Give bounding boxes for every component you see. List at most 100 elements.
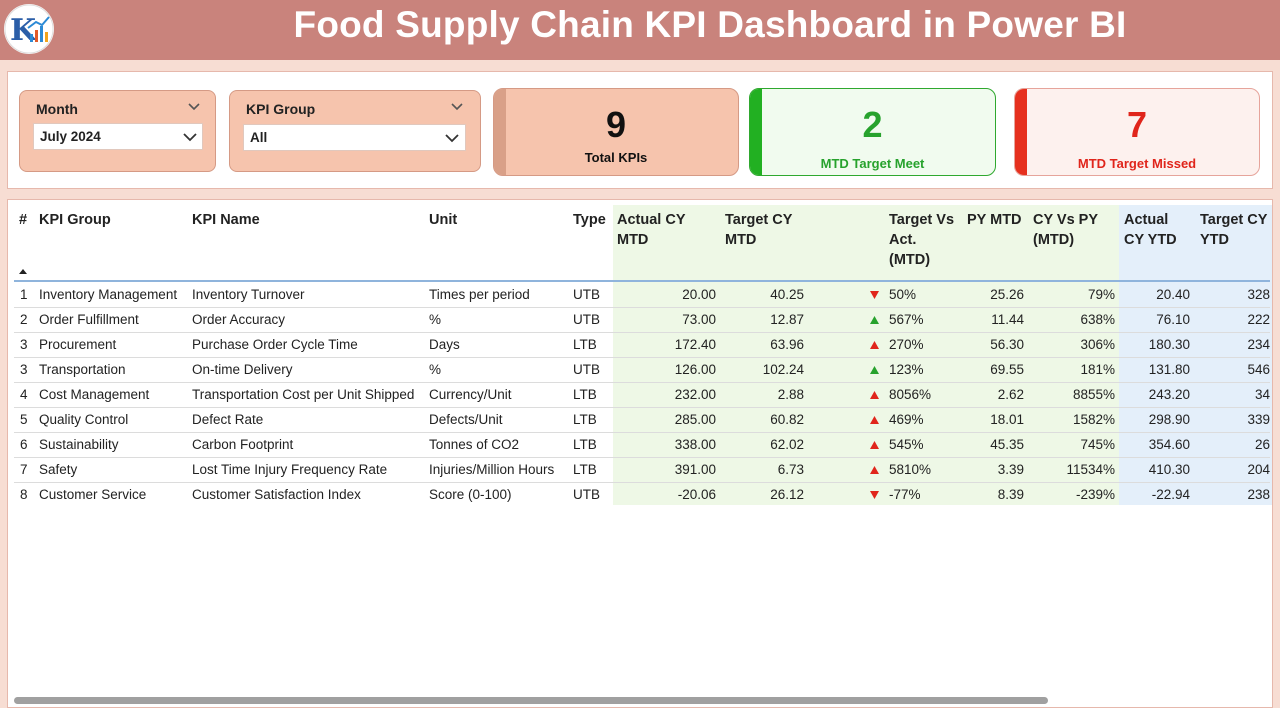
- chevron-down-icon: [445, 134, 459, 143]
- header-line: Target CY: [1200, 212, 1268, 228]
- cell-type: UTB: [573, 487, 600, 502]
- arrow-up-icon: [870, 391, 879, 399]
- table-row[interactable]: 8 Customer Service Customer Satisfaction I…: [8, 482, 1272, 507]
- company-logo: K: [4, 4, 54, 54]
- cell-aytd: 131.80: [1148, 362, 1190, 377]
- cell-actual: 285.00: [674, 412, 716, 427]
- header-actual-cy-mtd[interactable]: Actual CY MTD: [617, 210, 686, 250]
- cell-unit: Currency/Unit: [429, 387, 512, 402]
- cell-actual: 126.00: [674, 362, 716, 377]
- header-num[interactable]: #: [19, 212, 28, 228]
- cell-tva: 8056%: [889, 387, 932, 402]
- header-cy-vs-py[interactable]: CY Vs PY (MTD): [1033, 210, 1098, 250]
- cell-num: 8: [20, 487, 28, 502]
- mtd-target-missed-value: 7: [1126, 104, 1148, 145]
- mtd-target-meet-label: MTD Target Meet: [820, 156, 925, 171]
- table-row[interactable]: 3 Transportation On-time Delivery% UTB 126.0…: [8, 357, 1272, 382]
- cell-group: Customer Service: [39, 487, 147, 502]
- horizontal-scrollbar[interactable]: [14, 697, 1048, 704]
- month-dropdown[interactable]: July 2024: [33, 123, 203, 150]
- chevron-down-icon[interactable]: [187, 101, 201, 113]
- card-accent: [494, 89, 506, 175]
- cell-cvp: 181%: [1080, 362, 1115, 377]
- cell-cvp: -239%: [1075, 487, 1115, 502]
- cell-tva: 567%: [889, 312, 924, 327]
- cell-aytd: 243.20: [1148, 387, 1190, 402]
- header-py-mtd[interactable]: PY MTD: [967, 212, 1022, 228]
- cell-actual: 391.00: [674, 462, 716, 477]
- svg-text:K: K: [10, 13, 37, 48]
- cell-tva: 270%: [889, 337, 924, 352]
- cell-target: 63.96: [770, 337, 804, 352]
- row-divider: [14, 382, 1270, 383]
- header-line: Act.: [889, 232, 917, 248]
- chevron-down-icon[interactable]: [450, 101, 464, 113]
- cell-tva: -77%: [889, 487, 921, 502]
- total-kpis-label: Total KPIs: [584, 150, 648, 165]
- cell-target: 2.88: [777, 387, 804, 402]
- header-line: (MTD): [1033, 232, 1075, 248]
- arrow-down-icon: [870, 291, 879, 299]
- mtd-target-meet-value: 2: [862, 104, 883, 145]
- arrow-up-icon: [870, 366, 879, 374]
- header-line: Target CY: [725, 212, 793, 228]
- cell-aytd: -22.94: [1151, 487, 1190, 502]
- row-divider: [14, 407, 1270, 408]
- cell-type: LTB: [573, 412, 597, 427]
- cell-py: 18.01: [990, 412, 1024, 427]
- total-kpis-value: 9: [605, 104, 627, 145]
- cell-tytd: 222: [1247, 312, 1270, 327]
- mtd-column-group: [613, 205, 1119, 505]
- header-target-cy-mtd[interactable]: Target CY MTD: [725, 210, 792, 250]
- table-row[interactable]: 4 Cost Management Transportation Cost per …: [8, 382, 1272, 407]
- row-divider: [14, 332, 1270, 333]
- header-unit[interactable]: Unit: [429, 212, 458, 228]
- kpi-group-slicer-label: KPI Group: [246, 101, 316, 117]
- cell-py: 69.55: [990, 362, 1024, 377]
- row-divider: [14, 357, 1270, 358]
- cell-name: Customer Satisfaction Index: [192, 487, 361, 502]
- header-kpi-group[interactable]: KPI Group: [39, 212, 111, 228]
- kpi-group-dropdown[interactable]: All: [243, 124, 466, 151]
- sort-ascending-icon[interactable]: [18, 267, 28, 275]
- table-row[interactable]: 7 Safety Lost Time Injury Frequency Rate In…: [8, 457, 1272, 482]
- kpi-group-slicer: KPI Group All: [229, 90, 481, 172]
- header-target-cy-ytd[interactable]: Target CY YTD: [1200, 210, 1267, 250]
- table-row[interactable]: 6 Sustainability Carbon Footprint Tonnes of…: [8, 432, 1272, 457]
- cell-type: UTB: [573, 287, 600, 302]
- title-bar: K Food Supply Chain KPI Dashboard in Pow…: [0, 0, 1280, 60]
- header-line: YTD: [1200, 232, 1229, 248]
- cell-tva: 50%: [889, 287, 917, 302]
- cell-tva: 469%: [889, 412, 924, 427]
- cell-name: Carbon Footprint: [192, 437, 294, 452]
- card-accent: [750, 89, 762, 175]
- cell-num: 1: [20, 287, 28, 302]
- header-kpi-name[interactable]: KPI Name: [192, 212, 260, 228]
- arrow-up-icon: [870, 341, 879, 349]
- cell-tva: 123%: [889, 362, 924, 377]
- cell-unit: Times per period: [429, 287, 530, 302]
- table-row[interactable]: 3 Procurement Purchase Order Cycle Time Day…: [8, 332, 1272, 357]
- cell-py: 45.35: [990, 437, 1024, 452]
- cell-num: 6: [20, 437, 28, 452]
- header-actual-cy-ytd[interactable]: Actual CY YTD: [1124, 210, 1177, 250]
- kpi-group-dropdown-value: All: [250, 130, 268, 145]
- row-divider: [14, 482, 1270, 483]
- cell-target: 60.82: [770, 412, 804, 427]
- cell-name: Defect Rate: [192, 412, 264, 427]
- cell-type: LTB: [573, 387, 597, 402]
- table-row[interactable]: 2 Order Fulfillment Order Accuracy% UTB 73.0…: [8, 307, 1272, 332]
- header-type[interactable]: Type: [573, 212, 606, 228]
- table-row[interactable]: 5 Quality Control Defect Rate Defects/Unit L…: [8, 407, 1272, 432]
- cell-num: 3: [20, 362, 28, 377]
- cell-group: Procurement: [39, 337, 117, 352]
- header-target-vs-act[interactable]: Target Vs Act. (MTD): [889, 210, 954, 270]
- cell-tytd: 546: [1247, 362, 1270, 377]
- cell-tytd: 238: [1247, 487, 1270, 502]
- header-line: CY YTD: [1124, 232, 1177, 248]
- header-line: MTD: [725, 232, 757, 248]
- cell-cvp: 638%: [1080, 312, 1115, 327]
- chevron-down-icon: [183, 133, 197, 142]
- table-row[interactable]: 1 Inventory Management Inventory Turnover T…: [8, 282, 1272, 307]
- mtd-target-missed-label: MTD Target Missed: [1077, 156, 1197, 171]
